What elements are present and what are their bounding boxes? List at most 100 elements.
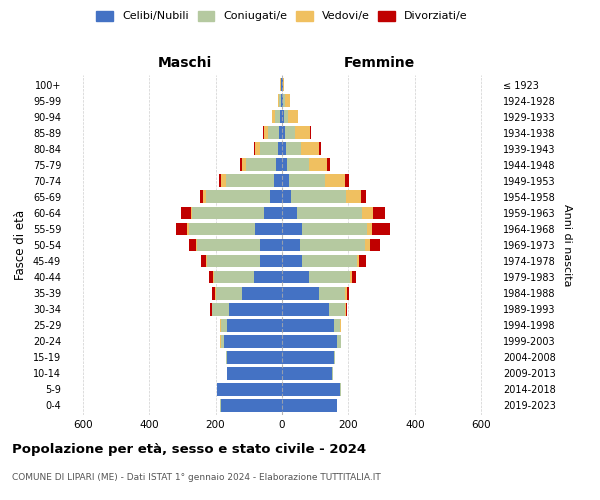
Bar	[246, 158, 282, 171]
Bar	[282, 174, 349, 188]
Bar	[213, 270, 282, 283]
Bar	[282, 367, 333, 380]
Bar	[254, 270, 282, 283]
Bar	[282, 383, 341, 396]
Bar	[282, 222, 367, 235]
Bar	[282, 94, 283, 107]
Text: Maschi: Maschi	[158, 56, 212, 70]
Bar	[282, 254, 302, 268]
Bar	[282, 335, 341, 347]
Legend: Celibi/Nubili, Coniugati/e, Vedovi/e, Divorziati/e: Celibi/Nubili, Coniugati/e, Vedovi/e, Di…	[97, 10, 467, 22]
Bar	[271, 190, 282, 203]
Bar	[282, 367, 333, 380]
Bar	[227, 367, 282, 380]
Bar	[282, 190, 346, 203]
Bar	[282, 78, 283, 91]
Bar	[282, 302, 329, 316]
Bar	[224, 335, 282, 347]
Bar	[227, 367, 282, 380]
Bar	[214, 270, 282, 283]
Bar	[282, 367, 332, 380]
Bar	[209, 270, 282, 283]
Bar	[256, 222, 282, 235]
Bar	[229, 302, 282, 316]
Bar	[282, 286, 347, 300]
Bar	[282, 110, 287, 123]
Bar	[227, 367, 282, 380]
Bar	[220, 399, 282, 412]
Bar	[201, 254, 282, 268]
Bar	[282, 222, 302, 235]
Bar	[220, 335, 282, 347]
Bar	[282, 319, 341, 332]
Bar	[282, 142, 286, 155]
Bar	[282, 270, 356, 283]
Bar	[282, 158, 287, 171]
Bar	[275, 110, 282, 123]
Bar	[282, 319, 334, 332]
Bar	[282, 158, 308, 171]
Bar	[282, 383, 341, 396]
Bar	[272, 110, 282, 123]
Bar	[282, 254, 359, 268]
Bar	[200, 190, 282, 203]
Bar	[282, 174, 289, 188]
Bar	[221, 399, 282, 412]
Bar	[282, 126, 310, 139]
Bar	[282, 335, 337, 347]
Bar	[282, 351, 335, 364]
Bar	[264, 126, 282, 139]
Bar	[282, 190, 292, 203]
Bar	[212, 302, 282, 316]
Bar	[282, 158, 327, 171]
Y-axis label: Anni di nascita: Anni di nascita	[562, 204, 572, 286]
Bar	[278, 94, 282, 107]
Bar	[282, 126, 286, 139]
Bar	[282, 206, 297, 220]
Bar	[226, 351, 282, 364]
Bar	[282, 222, 372, 235]
Bar	[217, 383, 282, 396]
Bar	[263, 126, 282, 139]
Bar	[282, 206, 362, 220]
Bar	[220, 319, 282, 332]
Bar	[196, 238, 282, 252]
Bar	[282, 399, 337, 412]
Bar	[226, 174, 282, 188]
Bar	[282, 254, 357, 268]
Bar	[282, 158, 330, 171]
Bar	[282, 399, 337, 412]
Bar	[226, 351, 282, 364]
Bar	[282, 110, 284, 123]
Bar	[197, 238, 282, 252]
Bar	[282, 222, 390, 235]
Bar	[282, 286, 345, 300]
Bar	[281, 94, 282, 107]
Bar	[282, 174, 345, 188]
Bar	[227, 367, 282, 380]
Bar	[282, 254, 366, 268]
Bar	[254, 142, 282, 155]
Bar	[215, 286, 282, 300]
Bar	[282, 302, 345, 316]
Bar	[282, 110, 298, 123]
Bar	[282, 335, 341, 347]
Bar	[282, 383, 340, 396]
Bar	[282, 142, 321, 155]
Bar	[206, 190, 282, 203]
Bar	[282, 351, 335, 364]
Bar	[282, 206, 373, 220]
Bar	[282, 94, 290, 107]
Bar	[207, 254, 282, 268]
Bar	[282, 126, 311, 139]
Bar	[282, 383, 341, 396]
Bar	[189, 222, 282, 235]
Bar	[282, 319, 340, 332]
Bar	[282, 319, 341, 332]
Bar	[282, 286, 349, 300]
Bar	[221, 174, 282, 188]
Text: COMUNE DI LIPARI (ME) - Dati ISTAT 1° gennaio 2024 - Elaborazione TUTTITALIA.IT: COMUNE DI LIPARI (ME) - Dati ISTAT 1° ge…	[12, 472, 381, 482]
Bar	[276, 158, 282, 171]
Bar	[278, 94, 282, 107]
Bar	[192, 206, 282, 220]
